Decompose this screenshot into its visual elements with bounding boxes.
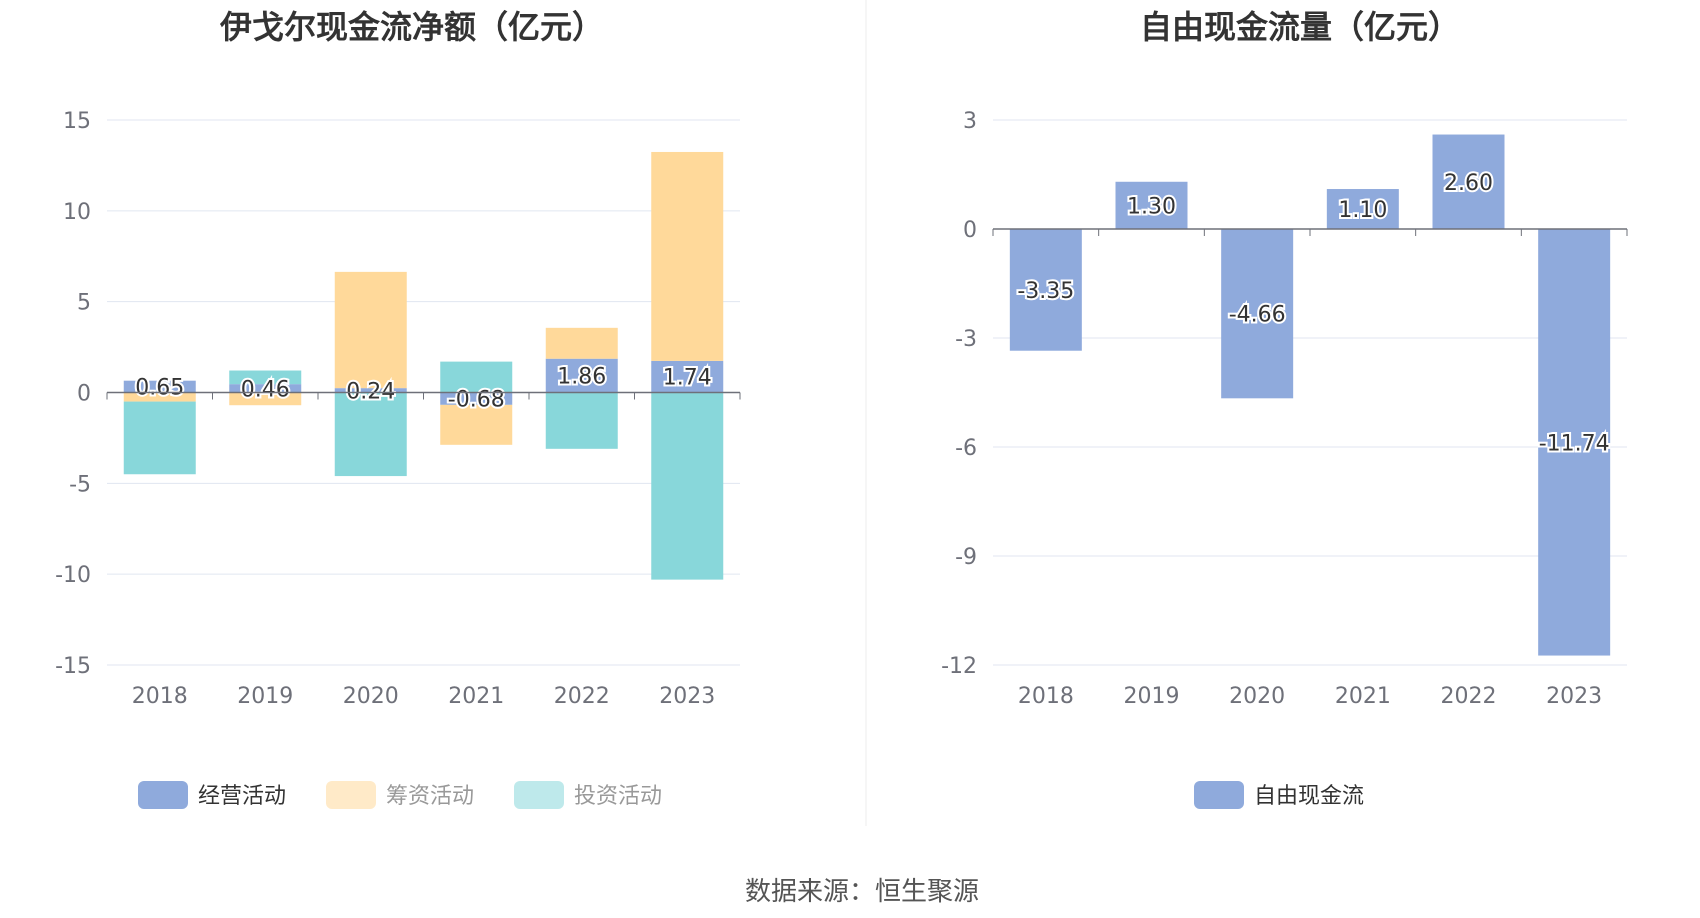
- legend-item[interactable]: 投资活动: [514, 781, 662, 809]
- y-tick-label: 10: [63, 200, 91, 225]
- legend-swatch: [326, 781, 376, 809]
- legend[interactable]: 经营活动 筹资活动 投资活动: [138, 781, 662, 809]
- y-tick-label: -15: [55, 654, 91, 679]
- y-tick-label: 0: [77, 382, 91, 407]
- y-tick-label: 3: [963, 109, 977, 134]
- data-label: 2.60: [1444, 171, 1493, 196]
- x-tick-label: 2020: [1229, 684, 1285, 709]
- axes: 15 10 5 0 -5 -10 -15 2018 2019 2020 2021 2022 2023: [55, 109, 741, 709]
- bar: [229, 392, 302, 406]
- grid: [107, 119, 740, 666]
- y-tick-label: -6: [955, 436, 977, 461]
- legend-swatch: [138, 781, 188, 809]
- data-label: 1.86: [557, 365, 606, 390]
- legend-label: 经营活动: [198, 784, 286, 809]
- net-cashflow-chart: 伊戈尔现金流净额（亿元） 0.65 0.46 0.24 -0.681.86 1.74 1…: [55, 8, 741, 809]
- x-tick-label: 2019: [237, 684, 293, 709]
- data-labels: -3.35 1.30 -4.66 1.10 2.60 -11.74: [1015, 169, 1611, 459]
- data-label: -4.66: [1229, 303, 1286, 328]
- bar: [1221, 229, 1294, 399]
- bar: [545, 327, 618, 359]
- data-labels: 0.65 0.46 0.24 -0.681.86 1.74: [133, 363, 713, 415]
- axes: 3 0 -3 -6 -9 -12 2018 2019 2020 2021 2022 2023: [941, 109, 1628, 709]
- bar: [334, 392, 407, 477]
- legend-item[interactable]: 筹资活动: [326, 781, 474, 809]
- data-label: 1.74: [663, 366, 712, 391]
- data-label: 0.65: [135, 376, 184, 401]
- legend-swatch: [1194, 781, 1244, 809]
- x-tick-label: 2020: [343, 684, 399, 709]
- chart-title: 自由现金流量（亿元）: [1140, 8, 1460, 46]
- legend[interactable]: 自由现金流: [1194, 781, 1364, 809]
- legend-swatch: [514, 781, 564, 809]
- free-cashflow-chart: 自由现金流量（亿元） -3.351.30-4.661.102.60-11.74 …: [941, 8, 1628, 809]
- bar: [1432, 134, 1505, 229]
- bar: [1115, 181, 1188, 229]
- bar: [123, 401, 196, 475]
- x-tick-label: 2023: [1546, 684, 1602, 709]
- x-tick-label: 2022: [554, 684, 610, 709]
- bar: [334, 388, 407, 393]
- bar: [651, 360, 724, 393]
- x-tick-label: 2018: [1018, 684, 1074, 709]
- x-tick-label: 2022: [1441, 684, 1497, 709]
- data-label: -3.35: [1017, 279, 1074, 304]
- y-tick-label: -12: [941, 654, 977, 679]
- chart-title: 伊戈尔现金流净额（亿元）: [219, 8, 604, 46]
- x-tick-label: 2019: [1124, 684, 1180, 709]
- bar: [123, 380, 196, 393]
- bar: [440, 404, 513, 445]
- bar: [545, 358, 618, 393]
- y-tick-label: 0: [963, 218, 977, 243]
- x-tick-label: 2021: [448, 684, 504, 709]
- source-note: 数据来源：恒生聚源: [745, 877, 979, 907]
- legend-item[interactable]: 自由现金流: [1194, 781, 1364, 809]
- data-label: -0.68: [448, 388, 505, 413]
- bars: [1009, 134, 1611, 656]
- y-tick-label: -10: [55, 563, 91, 588]
- y-tick-label: 5: [77, 291, 91, 316]
- legend-label: 筹资活动: [386, 784, 474, 809]
- y-tick-label: 15: [63, 109, 91, 134]
- bar: [1009, 229, 1082, 351]
- bar: [545, 392, 618, 449]
- legend-item[interactable]: 经营活动: [138, 781, 286, 809]
- y-tick-label: -5: [69, 472, 91, 497]
- bar: [229, 370, 302, 385]
- legend-label: 自由现金流: [1254, 784, 1364, 809]
- x-tick-label: 2021: [1335, 684, 1391, 709]
- bar: [651, 151, 724, 361]
- bar: [440, 361, 513, 393]
- legend-label: 投资活动: [574, 784, 662, 809]
- bar: [651, 392, 724, 580]
- bar: [440, 392, 513, 405]
- bar: [1326, 189, 1399, 229]
- data-label: 0.46: [241, 377, 290, 402]
- x-tick-label: 2018: [132, 684, 188, 709]
- bars: [123, 151, 724, 580]
- bar: [123, 392, 196, 402]
- bar: [229, 384, 302, 393]
- data-label: 1.10: [1338, 198, 1387, 223]
- y-tick-label: -3: [955, 327, 977, 352]
- data-label: -11.74: [1539, 431, 1610, 456]
- bar: [1538, 229, 1611, 656]
- bar: [334, 271, 407, 389]
- grid: [993, 119, 1627, 666]
- x-tick-label: 2023: [659, 684, 715, 709]
- data-label: 1.30: [1127, 194, 1176, 219]
- y-tick-label: -9: [955, 545, 977, 570]
